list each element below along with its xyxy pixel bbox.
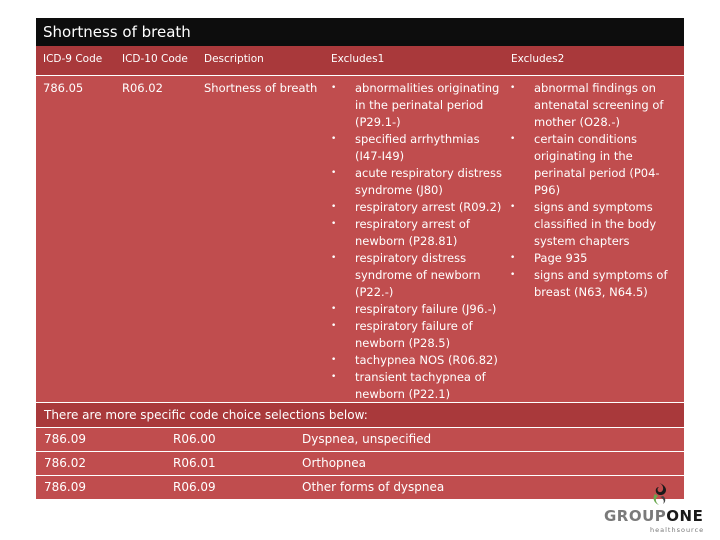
table-row: 786.05 R06.02 Shortness of breath abnorm…	[36, 76, 684, 402]
slide-title: Shortness of breath	[36, 18, 684, 46]
choice-icd10: R06.01	[173, 456, 216, 470]
header-description: Description	[204, 53, 264, 65]
excludes1-item: tachypnea NOS (R06.82)	[331, 352, 503, 369]
table-header-row: ICD-9 Code ICD-10 Code Description Exclu…	[36, 46, 684, 75]
cell-description: Shortness of breath	[204, 81, 318, 95]
choice-icd10: R06.00	[173, 432, 216, 446]
excludes2-item: signs and symptoms of breast (N63, N64.5…	[510, 267, 678, 301]
logo-wordmark: GROUPONE	[604, 507, 704, 525]
choice-icd9: 786.09	[44, 480, 86, 494]
excludes1-list: abnormalities originating in the perinat…	[331, 80, 503, 403]
code-choice-row: 786.09 R06.00 Dyspnea, unspecified	[36, 428, 684, 451]
logo-tagline: healthsource	[650, 526, 705, 534]
choice-description: Orthopnea	[302, 456, 366, 470]
choice-icd9: 786.02	[44, 456, 86, 470]
excludes1-item: respiratory distress syndrome of newborn…	[331, 250, 503, 301]
excludes2-item: Page 935	[510, 250, 678, 267]
code-choice-row: 786.02 R06.01 Orthopnea	[36, 452, 684, 475]
header-icd9: ICD-9 Code	[43, 53, 103, 65]
header-excludes2: Excludes2	[511, 53, 565, 65]
excludes1-item: transient tachypnea of newborn (P22.1)	[331, 369, 503, 403]
group-one-logo: GROUPONE healthsource	[604, 482, 716, 534]
excludes1-item: specified arrhythmias (I47-I49)	[331, 131, 503, 165]
choice-icd9: 786.09	[44, 432, 86, 446]
choice-icd10: R06.09	[173, 480, 216, 494]
excludes1-item: respiratory arrest of newborn (P28.81)	[331, 216, 503, 250]
excludes1-item: respiratory arrest (R09.2)	[331, 199, 503, 216]
header-icd10: ICD-10 Code	[122, 53, 188, 65]
choice-description: Other forms of dyspnea	[302, 480, 445, 494]
excludes2-item: certain conditions originating in the pe…	[510, 131, 678, 199]
excludes2-item: abnormal findings on antenatal screening…	[510, 80, 678, 131]
more-codes-note: There are more specific code choice sele…	[36, 403, 684, 427]
excludes1-item: acute respiratory distress syndrome (J80…	[331, 165, 503, 199]
choice-description: Dyspnea, unspecified	[302, 432, 432, 446]
excludes1-item: abnormalities originating in the perinat…	[331, 80, 503, 131]
excludes2-item: signs and symptoms classified in the bod…	[510, 199, 678, 250]
header-excludes1: Excludes1	[331, 53, 385, 65]
code-choice-row: 786.09 R06.09 Other forms of dyspnea	[36, 476, 684, 499]
cell-icd9: 786.05	[43, 81, 84, 95]
excludes2-list: abnormal findings on antenatal screening…	[510, 80, 678, 301]
excludes1-item: respiratory failure of newborn (P28.5)	[331, 318, 503, 352]
cell-icd10: R06.02	[122, 81, 163, 95]
excludes1-item: respiratory failure (J96.-)	[331, 301, 503, 318]
group-one-swirl-icon	[653, 483, 667, 505]
